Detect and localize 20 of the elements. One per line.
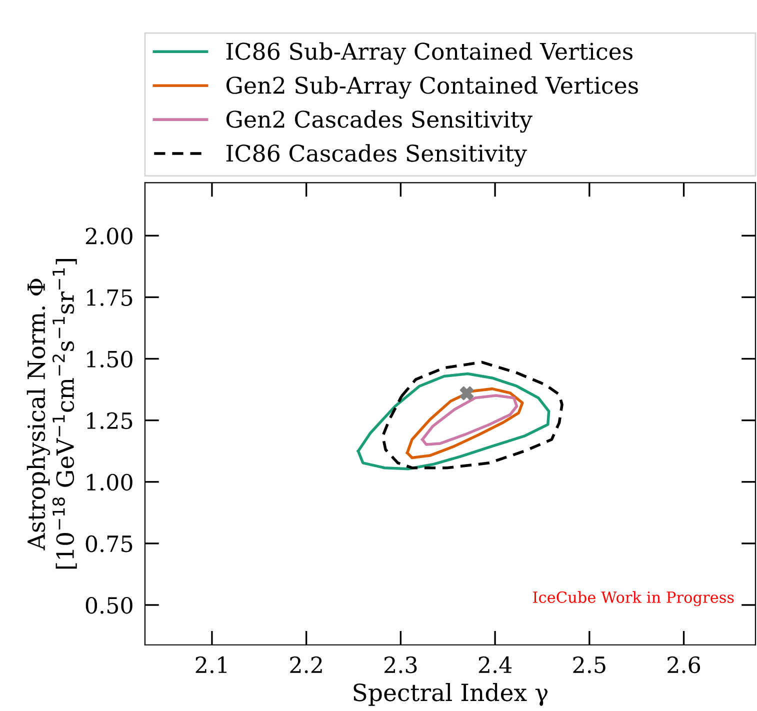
x-axis-title: Spectral Index γ: [354, 683, 548, 706]
x-tick-label: 2.5: [573, 656, 606, 674]
y-tick-label: 0.50: [86, 596, 132, 614]
x-tick-label: 2.2: [290, 656, 322, 674]
x-tick-label: 2.4: [478, 656, 512, 674]
legend-label: Gen2 Cascades Sensitivity: [226, 110, 532, 133]
legend-label: IC86 Cascades Sensitivity: [226, 144, 527, 167]
annotation: IceCube Work in Progress: [533, 591, 734, 606]
y-tick-label: 2.00: [86, 228, 132, 244]
text: Astrophysical Norm. Φ [10$^{−18}$ GeV$^{−1}$cm$^{−2}$s$^{−1}$sr$^{−1}$]: [26, 259, 77, 569]
legend-label: Gen2 Sub-Array Contained Vertices: [226, 76, 638, 99]
y-tick-label: 1.50: [87, 350, 132, 368]
y-tick-label: 1.00: [87, 474, 132, 491]
y-tick-label: 1.75: [87, 289, 132, 306]
y-tick-label: 0.75: [86, 535, 132, 552]
x-tick-label: 2.6: [668, 656, 700, 674]
y-tick-label: 1.25: [87, 412, 132, 430]
x-tick-label: 2.1: [196, 656, 226, 674]
legend-label: IC86 Sub-Array Contained Vertices: [226, 42, 632, 65]
x-tick-label: 2.3: [384, 656, 417, 674]
